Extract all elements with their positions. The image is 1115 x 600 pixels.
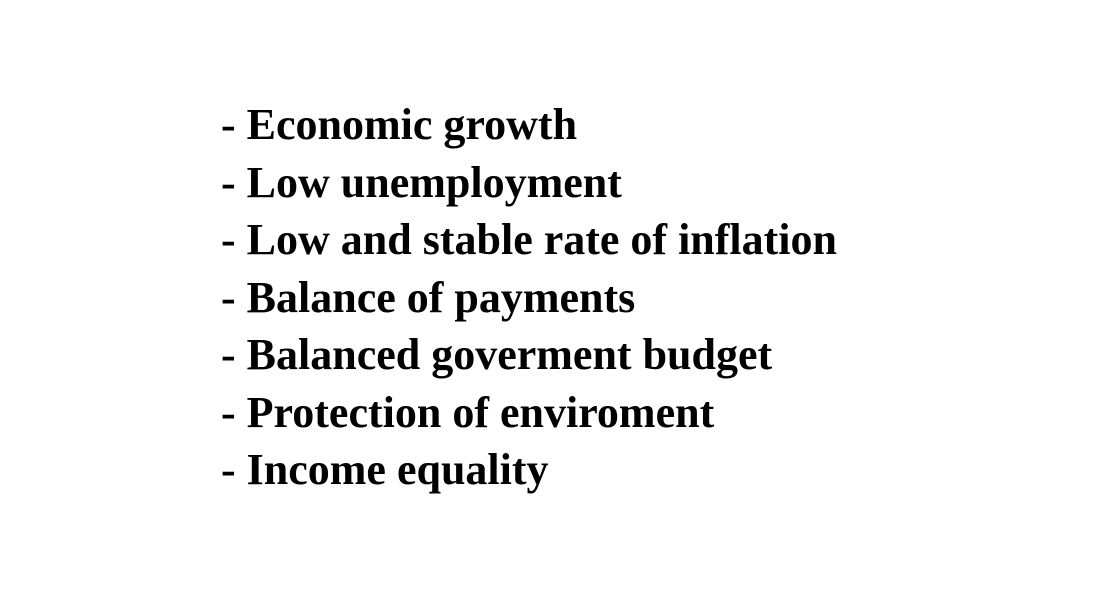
- list-item: - Income equality: [221, 445, 549, 494]
- list-item: - Economic growth: [221, 100, 578, 149]
- list-item: - Protection of enviroment: [221, 387, 715, 437]
- list-item: - Low and stable rate of inflation: [221, 215, 837, 264]
- list-item: - Balanced goverment budget: [221, 330, 773, 379]
- bullet-list: - Economic growth - Low unemployment - L…: [221, 96, 837, 499]
- list-item: - Balance of payments: [221, 272, 636, 322]
- list-item: - Low unemployment: [221, 157, 622, 207]
